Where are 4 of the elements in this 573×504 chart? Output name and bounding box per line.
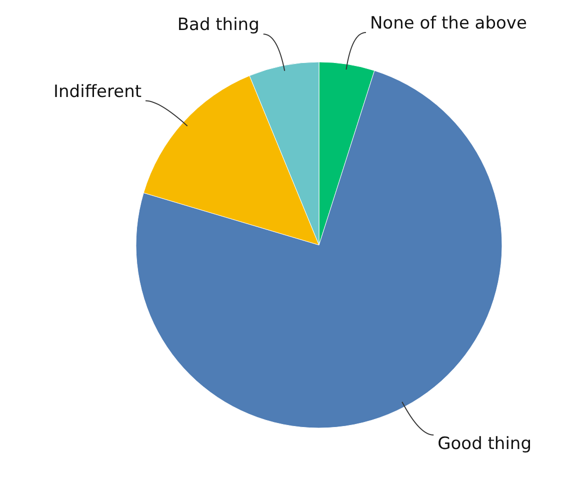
slice-label: None of the above bbox=[370, 14, 527, 34]
slice-label: Indifferent bbox=[54, 82, 142, 102]
slice-label: Bad thing bbox=[177, 15, 260, 36]
slice-label: Good thing bbox=[438, 434, 532, 454]
